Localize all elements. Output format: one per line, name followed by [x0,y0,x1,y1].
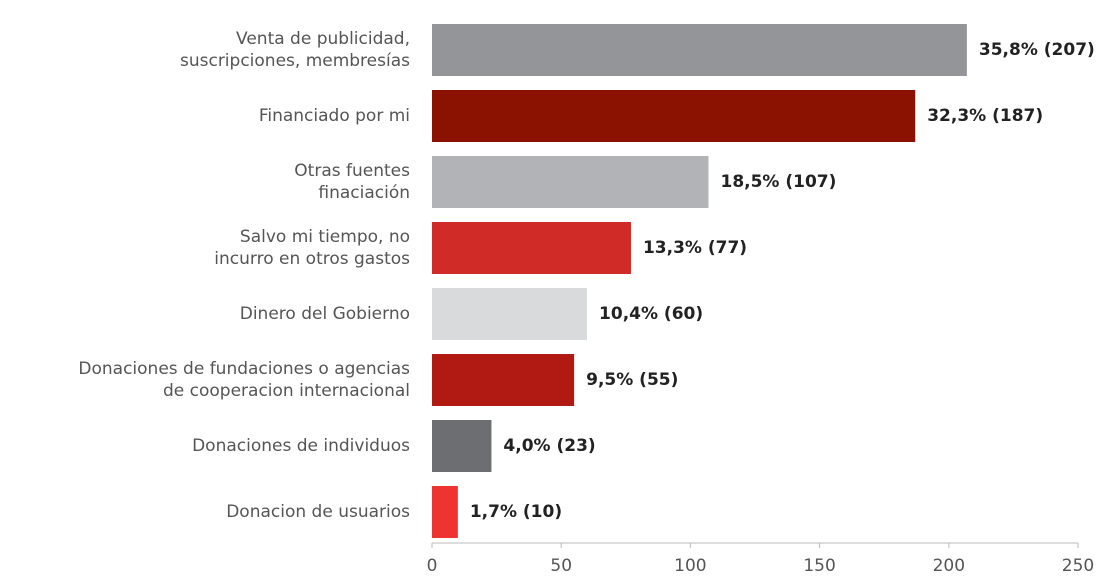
x-tick-label: 150 [803,556,835,576]
category-label: Donaciones de individuos [192,436,410,456]
x-tick-label: 50 [550,556,572,576]
category-label: Otras fuentes finaciación [294,161,410,203]
bar [432,156,709,208]
category-label: Dinero del Gobierno [240,304,410,324]
bar [432,90,916,142]
category-label: Donacion de usuarios [226,502,410,522]
value-label: 18,5% (107) [720,172,836,192]
category-label: Financiado por mi [259,106,410,126]
bar [432,24,967,76]
value-label: 35,8% (207) [979,40,1095,60]
value-label: 10,4% (60) [599,304,703,324]
value-label: 32,3% (187) [927,106,1043,126]
bar [432,354,575,406]
value-label: 1,7% (10) [470,502,562,522]
x-tick-label: 250 [1062,556,1094,576]
category-label: Donaciones de fundaciones o agencias de c… [78,359,410,401]
value-label: 9,5% (55) [586,370,678,390]
x-tick-label: 200 [933,556,965,576]
bar [432,486,458,538]
value-label: 4,0% (23) [503,436,595,456]
category-label: Salvo mi tiempo, no incurro en otros gast… [214,227,410,269]
bar [432,288,588,340]
x-tick-label: 100 [674,556,706,576]
bar [432,222,631,274]
value-label: 13,3% (77) [643,238,747,258]
category-label: Venta de publicidad, suscripciones, membr… [180,29,410,71]
x-tick-label: 0 [427,556,438,576]
bar [432,420,492,472]
